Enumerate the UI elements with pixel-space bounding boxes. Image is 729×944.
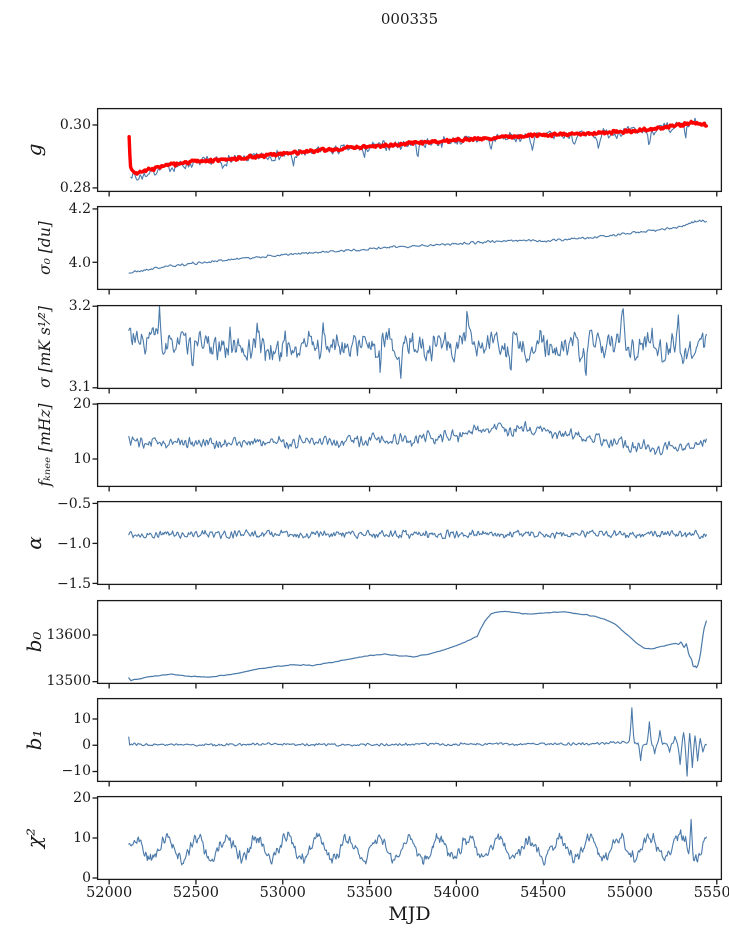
plot-area-sigma-wn — [92, 304, 723, 394]
plot-area-sigma0 — [92, 206, 723, 295]
y-tick-label: 3.1 — [68, 379, 91, 396]
y-tick-label: 3.2 — [68, 297, 91, 314]
figure-title: 000335 — [380, 10, 439, 28]
series-b1 — [128, 707, 707, 777]
plot-area-b1 — [92, 697, 723, 787]
axes-frame — [96, 402, 723, 487]
y-tick-label: 4.0 — [68, 254, 91, 271]
panel-chi2: 20 10 0 χ² — [0, 791, 729, 885]
plot-area-f-knee — [92, 402, 723, 492]
plot-area-chi2 — [92, 796, 723, 885]
series-g-binned — [127, 119, 709, 176]
y-tick-label: 13500 — [46, 673, 91, 690]
panel-b1: 10 0 −10 b₁ — [0, 697, 729, 787]
panel-sigma0: 4.2 4.0 σ₀ [du] — [0, 202, 729, 295]
panel-sigma-wn: 3.2 3.1 σ [mK s¹⁄²] — [0, 299, 729, 394]
y-tick-label: −1.0 — [57, 535, 91, 552]
series-alpha — [128, 529, 707, 540]
series-f-knee — [128, 420, 707, 456]
x-tick-label: 55000 — [606, 885, 654, 902]
y-tick-label: 20 — [73, 790, 91, 807]
y-axis-label-b0: b₀ — [22, 631, 46, 652]
y-axis-label-chi2: χ² — [22, 828, 46, 849]
y-tick-label: −1.5 — [57, 575, 91, 592]
y-tick-label: 0 — [82, 737, 91, 754]
axes-frame — [96, 107, 723, 193]
panel-b0: 13600 13500 b₀ — [0, 599, 729, 688]
y-axis-label-alpha: α — [22, 536, 46, 550]
y-axis-label-b1: b₁ — [22, 729, 46, 751]
x-tick-label: 54500 — [520, 885, 567, 902]
panel-g: 0.30 0.28 g — [0, 107, 729, 197]
y-tick-label: −0.5 — [57, 495, 91, 512]
series-g-raw — [130, 117, 707, 181]
y-tick-label: 20 — [73, 396, 91, 412]
panel-alpha: −0.5 −1.0 −1.5 α — [0, 497, 729, 591]
axes-frame — [96, 796, 723, 881]
x-tick-label: 54000 — [433, 885, 480, 902]
panel-f-knee: 20 10 fₖₙₑₑ [mHz] — [0, 397, 729, 492]
axes-frame — [96, 697, 723, 782]
y-tick-label: 0 — [82, 870, 91, 887]
y-tick-label: 4.2 — [68, 201, 91, 218]
axes-frame — [96, 206, 723, 291]
y-tick-label: −10 — [61, 763, 91, 780]
y-axis-label-g: g — [22, 143, 46, 157]
y-tick-label: 0.30 — [59, 116, 91, 133]
plot-area-b0 — [92, 599, 723, 688]
x-tick-label: 52000 — [86, 885, 133, 902]
y-tick-label: 10 — [73, 710, 91, 727]
axes-frame — [96, 599, 723, 684]
y-tick-label: 13600 — [46, 626, 91, 643]
x-axis-label: MJD — [388, 903, 431, 925]
series-sigma0 — [128, 219, 707, 274]
x-tick-label: 53000 — [259, 885, 306, 902]
x-tick-label: 52500 — [172, 885, 220, 902]
y-tick-label: 0.28 — [59, 179, 91, 196]
y-axis-label-sigma-wn: σ [mK s¹⁄²] — [36, 305, 54, 388]
plot-area-alpha — [92, 501, 723, 590]
x-tick-label: 55500 — [693, 885, 729, 902]
plot-area-g — [92, 107, 723, 197]
y-axis-label-sigma0: σ₀ [du] — [36, 221, 54, 276]
axes-frame — [96, 304, 723, 389]
series-chi2 — [128, 818, 707, 866]
y-tick-label: 10 — [73, 830, 91, 847]
series-b0 — [128, 610, 707, 681]
axes-frame — [96, 501, 723, 586]
x-tick-label: 53500 — [346, 885, 393, 902]
y-tick-label: 10 — [73, 450, 91, 467]
y-axis-label-f-knee: fₖₙₑₑ [mHz] — [36, 403, 54, 487]
series-sigma-wn — [128, 305, 707, 379]
